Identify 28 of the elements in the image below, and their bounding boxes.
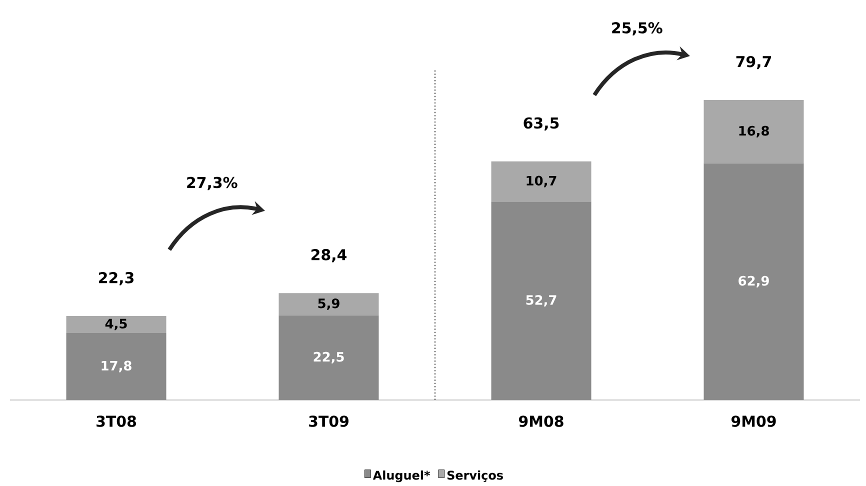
- data-label: 22,5: [314, 352, 344, 364]
- data-label: 16,8: [739, 126, 769, 138]
- data-label: 62,9: [738, 276, 769, 288]
- text: 25,5%: [612, 22, 662, 36]
- total-label: 79,7: [736, 56, 772, 70]
- total-label: 22,3: [99, 272, 134, 286]
- bar: [66, 316, 166, 333]
- annotation: 27,3%: [187, 176, 238, 190]
- bar: [66, 332, 166, 400]
- data-label: 52,7: [526, 295, 556, 307]
- x-tick-label: 3T08: [96, 416, 136, 427]
- bar: [491, 202, 592, 400]
- data-label: 4,5: [105, 318, 127, 330]
- data-label: 17,8: [102, 360, 132, 372]
- total-label: 63,5: [524, 117, 559, 131]
- data-label: 10,7: [526, 176, 556, 188]
- bar: [704, 163, 804, 400]
- bar: [704, 100, 804, 164]
- total-label: 28,4: [312, 249, 346, 262]
- x-tick-label: 3T09: [309, 416, 348, 427]
- legend-label: Serviços: [447, 470, 503, 482]
- legend-label: Aluguel*: [372, 470, 430, 482]
- bar: [491, 161, 592, 202]
- x-tick-label: 9M09: [731, 416, 776, 427]
- bar: [278, 315, 379, 400]
- data-label: 5,9: [318, 298, 340, 310]
- bar: [278, 293, 379, 316]
- x-tick-label: 9M08: [518, 416, 564, 427]
